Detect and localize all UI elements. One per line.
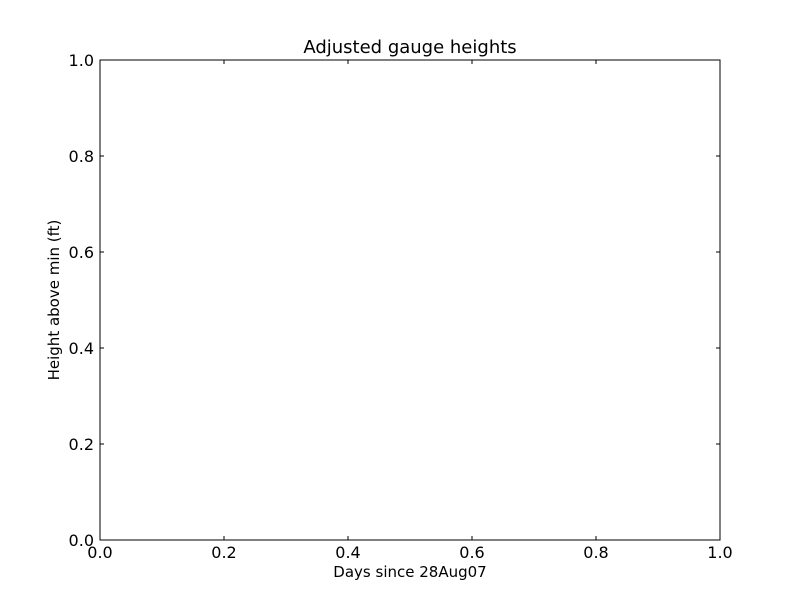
x-tick-label: 0.8 [583, 543, 608, 562]
plot-frame [99, 59, 721, 541]
y-tick-label: 0.8 [69, 147, 94, 166]
x-tick-label: 0.2 [211, 543, 236, 562]
y-tick-label: 0.4 [69, 339, 94, 358]
y-tick-label: 1.0 [69, 51, 94, 70]
x-axis-label: Days since 28Aug07 [333, 563, 486, 581]
x-tick-label: 0.4 [335, 543, 360, 562]
y-axis-label: Height above min (ft) [45, 220, 63, 381]
y-tick-label: 0.6 [69, 243, 94, 262]
x-tick-labels: 0.0 0.2 0.4 0.6 0.8 1.0 [87, 543, 732, 562]
x-tick-label: 0.6 [459, 543, 484, 562]
x-tick-label: 0.0 [87, 543, 112, 562]
y-tick-label: 0.2 [69, 435, 94, 454]
x-tick-label: 1.0 [707, 543, 732, 562]
chart-title: Adjusted gauge heights [303, 37, 516, 58]
plot-area [100, 60, 720, 540]
y-tick-label: 0.0 [69, 531, 94, 550]
y-tick-labels: 0.0 0.2 0.4 0.6 0.8 1.0 [69, 51, 94, 550]
